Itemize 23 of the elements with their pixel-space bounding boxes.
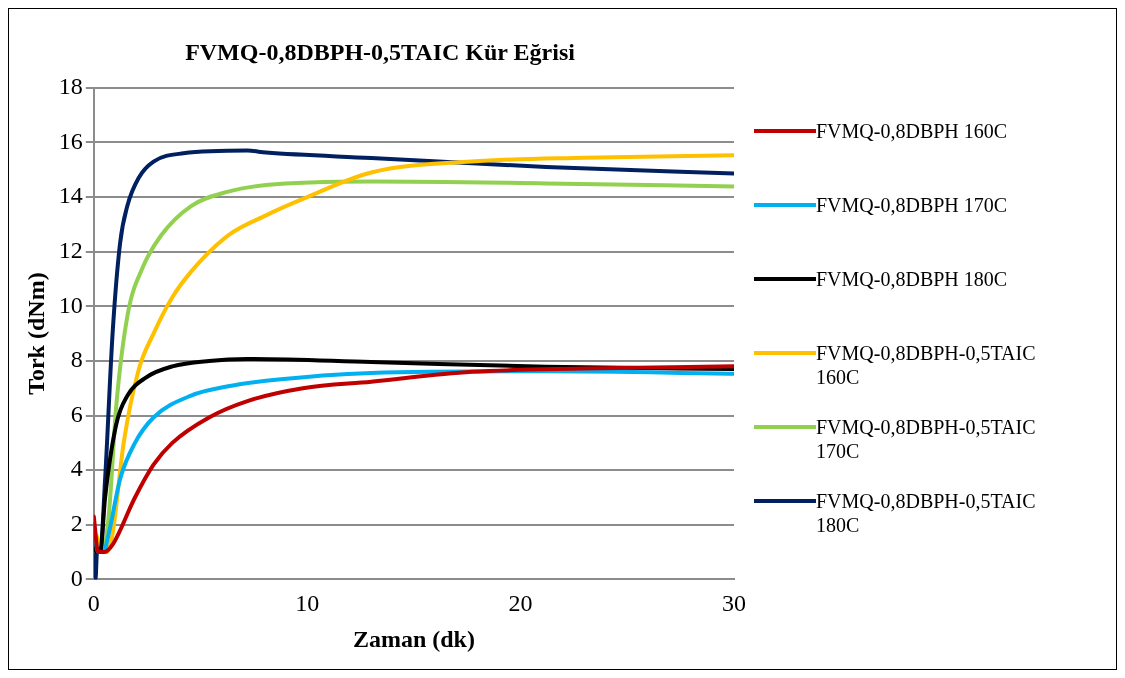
y-tick-label: 2 [70,510,83,537]
y-tick-label: 0 [70,564,83,591]
legend-label: FVMQ-0,8DBPH-0,5TAIC 160C [816,341,1037,389]
y-tick-label: 14 [58,182,83,209]
x-axis-title: Zaman (dk) [352,625,475,652]
chart-title: FVMQ-0,8DBPH-0,5TAIC Kür Eğrisi [185,38,576,65]
y-tick-label: 10 [58,291,83,318]
y-axis-title: Tork (dNm) [22,272,49,395]
y-tick-label: 18 [58,73,83,100]
legend-label: FVMQ-0,8DBPH-0,5TAIC 170C [816,415,1037,463]
legend-label: FVMQ-0,8DBPH 170C [816,193,1009,217]
legend-label: FVMQ-0,8DBPH-0,5TAIC 180C [816,489,1037,537]
y-tick-label: 16 [58,127,83,154]
y-tick-label: 6 [70,400,83,427]
x-tick-label: 0 [87,590,100,617]
x-tick-label: 30 [722,590,746,617]
x-tick-label: 10 [295,590,320,617]
y-tick-label: 4 [70,455,83,482]
legend-label: FVMQ-0,8DBPH 180C [816,267,1009,291]
x-tick-label: 20 [508,590,533,617]
y-tick-label: 8 [70,346,83,373]
y-tick-label: 12 [58,236,83,263]
legend-label: FVMQ-0,8DBPH 160C [816,119,1009,143]
